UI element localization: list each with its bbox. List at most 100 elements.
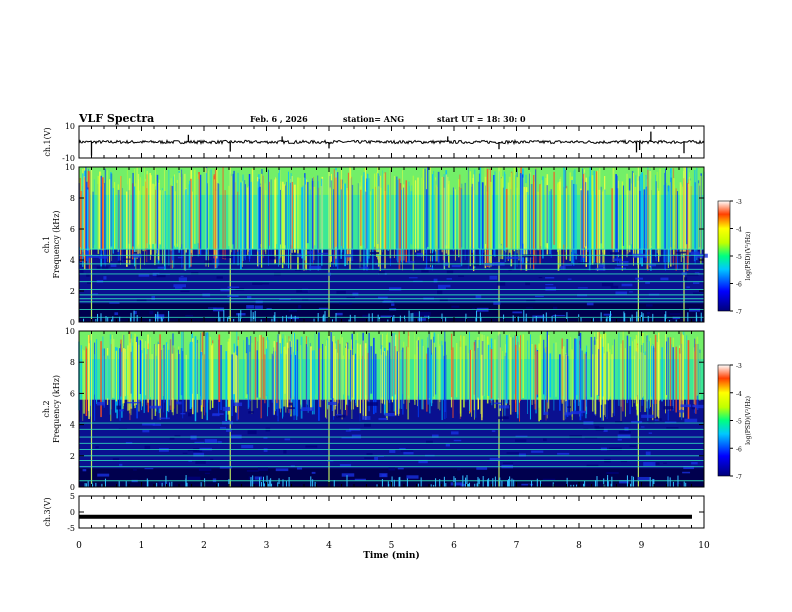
ch2-spectrogram-colorbar-tick-label: -4 xyxy=(736,391,742,398)
ch2-spectrogram-patch xyxy=(288,402,293,406)
ch2-spectrogram-patch xyxy=(345,430,352,432)
ch1-spectrogram-patch xyxy=(578,262,588,264)
ch2-spectrogram-patch xyxy=(618,430,631,434)
ch1-spectrogram-patch xyxy=(352,292,359,296)
ch1-spectrogram-patch xyxy=(526,299,536,303)
ch1-spectrogram-patch xyxy=(318,307,329,310)
ch2-spectrogram-patch xyxy=(96,402,105,406)
ch1-spectrogram-patch xyxy=(473,264,480,267)
ch1-spectrogram-patch xyxy=(207,307,217,309)
ch2-spectrogram-patch xyxy=(142,429,150,433)
ch1-spectrogram-patch xyxy=(535,295,544,298)
ch1-spectrogram-colorbar-label: log(PSD)(V²/Hz) xyxy=(745,232,752,281)
ch2-spectrogram-patch xyxy=(615,421,623,424)
ch2-spectrogram-patch xyxy=(663,462,667,464)
ch2-spectrogram-colorbar-label: log(PSD)(V²/Hz) xyxy=(745,396,752,445)
ch1-spectrogram-patch xyxy=(391,303,395,306)
ch2-spectrogram-patch xyxy=(174,435,181,438)
ch2-spectrogram-patch xyxy=(290,465,295,467)
ch2-spectrogram-patch xyxy=(301,407,314,412)
ch1-spectrogram-patch xyxy=(629,291,633,293)
ch1-spectrogram-patch xyxy=(621,283,633,287)
ch2-spectrogram-ytick-label: 8 xyxy=(70,358,75,367)
ch2-spectrogram-colorbar-tick-label: -6 xyxy=(736,446,742,453)
ch2-spectrogram-patch xyxy=(112,458,120,461)
ch1-waveform-trace xyxy=(78,138,705,146)
ch1-spectrogram-patch xyxy=(151,295,156,300)
ch1-spectrogram-patch xyxy=(109,302,120,304)
ch1-spectrogram-patch xyxy=(80,269,84,274)
ch1-spectrogram-patch xyxy=(363,266,368,269)
ch2-spectrogram-patch xyxy=(451,431,459,435)
ch1-spectrogram-patch xyxy=(672,316,681,320)
ch2-spectrogram-floor-band xyxy=(79,468,704,487)
ch1-spectrogram-patch xyxy=(506,256,520,260)
ch1-spectrogram-patch xyxy=(247,296,252,299)
ch2-spectrogram-patch xyxy=(603,429,608,432)
ch1-spectrogram-patch xyxy=(302,298,309,301)
ch2-spectrogram-patch xyxy=(476,467,488,470)
ch1-spectrogram-patch xyxy=(338,302,352,305)
ch2-spectrogram-patch xyxy=(204,472,210,475)
ch2-spectrogram-patch xyxy=(248,411,254,414)
ch1-spectrogram-patch xyxy=(378,271,385,275)
ch2-spectrogram-patch xyxy=(82,469,87,472)
ch1-spectrogram-patch xyxy=(227,286,240,288)
ch2-spectrogram-patch xyxy=(400,450,414,452)
ch2-spectrogram-patch xyxy=(498,405,509,409)
ch2-spectrogram-patch xyxy=(609,447,622,451)
ch2-spectrogram-patch xyxy=(502,462,514,465)
ch1-spectrogram-patch xyxy=(294,269,302,271)
ch2-spectrogram-patch xyxy=(531,450,544,453)
ch1-spectrogram-patch xyxy=(421,268,429,273)
ch2-spectrogram-patch xyxy=(557,452,570,455)
ch2-spectrogram-patch xyxy=(514,439,527,442)
ch2-spectrogram-patch xyxy=(212,478,217,483)
ch1-spectrogram-patch xyxy=(669,313,681,315)
ch1-spectrogram-patch xyxy=(383,300,392,302)
ch1-spectrogram-patch xyxy=(613,258,623,261)
x-tick-label: 6 xyxy=(451,541,457,551)
ch1-spectrogram-patch xyxy=(92,293,99,295)
ch2-spectrogram-patch xyxy=(341,437,353,439)
ch2-spectrogram-patch xyxy=(379,473,388,478)
ch2-spectrogram-patch xyxy=(212,413,220,417)
ch1-spectrogram-patch xyxy=(617,264,629,267)
ch2-spectrogram-patch xyxy=(180,413,186,415)
ch2-spectrogram-patch xyxy=(275,468,289,472)
ch2-spectrogram-ylabel: ch.2 xyxy=(42,400,51,417)
ch1-spectrogram-patch xyxy=(377,296,388,299)
ch2-spectrogram-colorbar xyxy=(717,364,731,477)
ch1-spectrogram-patch xyxy=(86,272,90,277)
ch2-spectrogram-patch xyxy=(251,480,261,484)
ch1-spectrogram-patch xyxy=(227,295,239,298)
ch2-spectrogram-patch xyxy=(263,437,268,439)
ch1-spectrogram-patch xyxy=(103,276,107,280)
ch1-spectrogram-patch xyxy=(458,275,465,277)
ch2-spectrogram-patch xyxy=(187,476,201,481)
ch2-spectrogram-patch xyxy=(354,478,366,481)
ch2-spectrogram-ytick-label: 4 xyxy=(70,421,75,430)
ch1-spectrogram-patch xyxy=(118,260,122,263)
ch2-spectrogram-patch xyxy=(586,464,599,467)
ch1-spectrogram-patch xyxy=(437,290,443,295)
ch2-spectrogram-patch xyxy=(149,405,162,409)
ch1-spectrogram-colorbar-tick-label: -5 xyxy=(736,254,742,261)
ch1-spectrogram-patch xyxy=(246,305,255,309)
ch2-spectrogram-patch xyxy=(498,416,509,420)
ch1-spectrogram-patch xyxy=(307,251,313,254)
ch1-spectrogram-patch xyxy=(216,276,223,279)
ch1-spectrogram-patch xyxy=(446,278,452,280)
ch2-spectrogram-patch xyxy=(247,430,257,435)
ch2-spectrogram-patch xyxy=(679,410,684,413)
ch2-spectrogram-patch xyxy=(450,482,463,486)
ch2-spectrogram-patch xyxy=(489,457,500,461)
ch1-spectrogram-patch xyxy=(686,286,690,289)
ch1-spectrogram-patch xyxy=(424,267,434,270)
ch2-spectrogram-patch xyxy=(226,428,232,432)
ch2-spectrogram-patch xyxy=(682,471,691,474)
ch1-spectrogram-patch xyxy=(136,299,147,302)
ch1-spectrogram-colorbar-tick-label: -6 xyxy=(736,282,742,289)
ch2-spectrogram-colorbar-tick-label: -5 xyxy=(736,419,742,426)
